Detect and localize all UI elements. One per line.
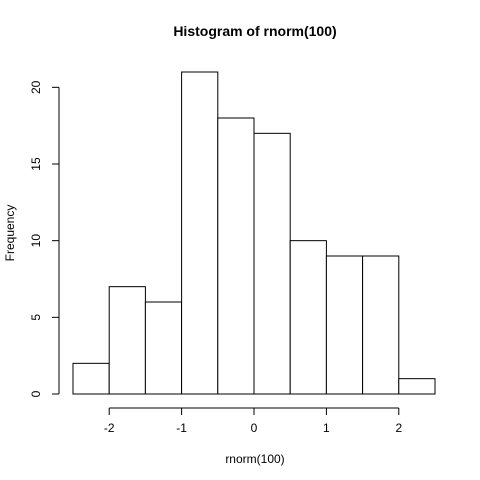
bars-group (72, 71, 436, 395)
histogram-bar (144, 301, 183, 395)
y-tick-label: 15 (29, 157, 43, 171)
histogram-bar (72, 362, 110, 395)
histogram-bar (289, 240, 327, 395)
y-tick-label: 0 (29, 390, 43, 397)
histogram-bar (398, 378, 436, 395)
x-axis-label: rnorm(100) (225, 452, 284, 466)
histogram-bar (325, 255, 364, 395)
chart-title: Histogram of rnorm(100) (173, 23, 336, 39)
y-axis: 0 5 10 15 20 (29, 80, 60, 397)
histogram-bar (108, 286, 146, 395)
histogram-bar (181, 71, 219, 395)
x-tick-label: 0 (251, 421, 258, 435)
x-axis: -2 -1 0 1 2 (104, 407, 402, 435)
histogram-bar (362, 255, 400, 395)
histogram-bar (217, 117, 255, 395)
x-tick-label: 1 (323, 421, 330, 435)
y-axis-label: Frequency (3, 205, 17, 262)
y-tick-label: 10 (29, 234, 43, 248)
y-tick-label: 20 (29, 80, 43, 94)
y-tick-label: 5 (29, 314, 43, 321)
x-tick-label: -1 (176, 421, 187, 435)
x-tick-label: -2 (104, 421, 115, 435)
histogram-bar (253, 132, 291, 395)
x-tick-label: 2 (395, 421, 402, 435)
